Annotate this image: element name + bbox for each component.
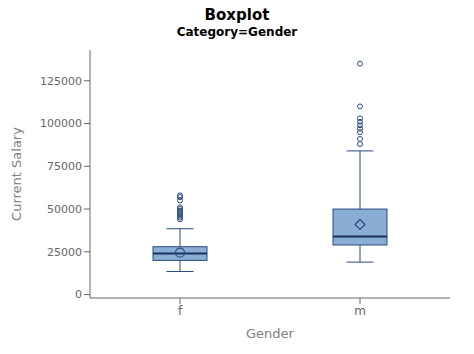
- svg-text:50000: 50000: [47, 203, 82, 216]
- svg-text:100000: 100000: [40, 117, 82, 130]
- svg-text:125000: 125000: [40, 75, 82, 88]
- html-text:Boxplot: Boxplot: [204, 6, 270, 24]
- svg-text:Current Salary: Current Salary: [9, 127, 24, 221]
- svg-text:f: f: [178, 304, 183, 318]
- svg-text:0: 0: [75, 288, 82, 301]
- svg-text:m: m: [354, 304, 366, 318]
- svg-text:75000: 75000: [47, 160, 82, 173]
- svg-text:Gender: Gender: [246, 326, 295, 341]
- svg-text:25000: 25000: [47, 246, 82, 259]
- html-text:Category=Gender: Category=Gender: [176, 25, 298, 39]
